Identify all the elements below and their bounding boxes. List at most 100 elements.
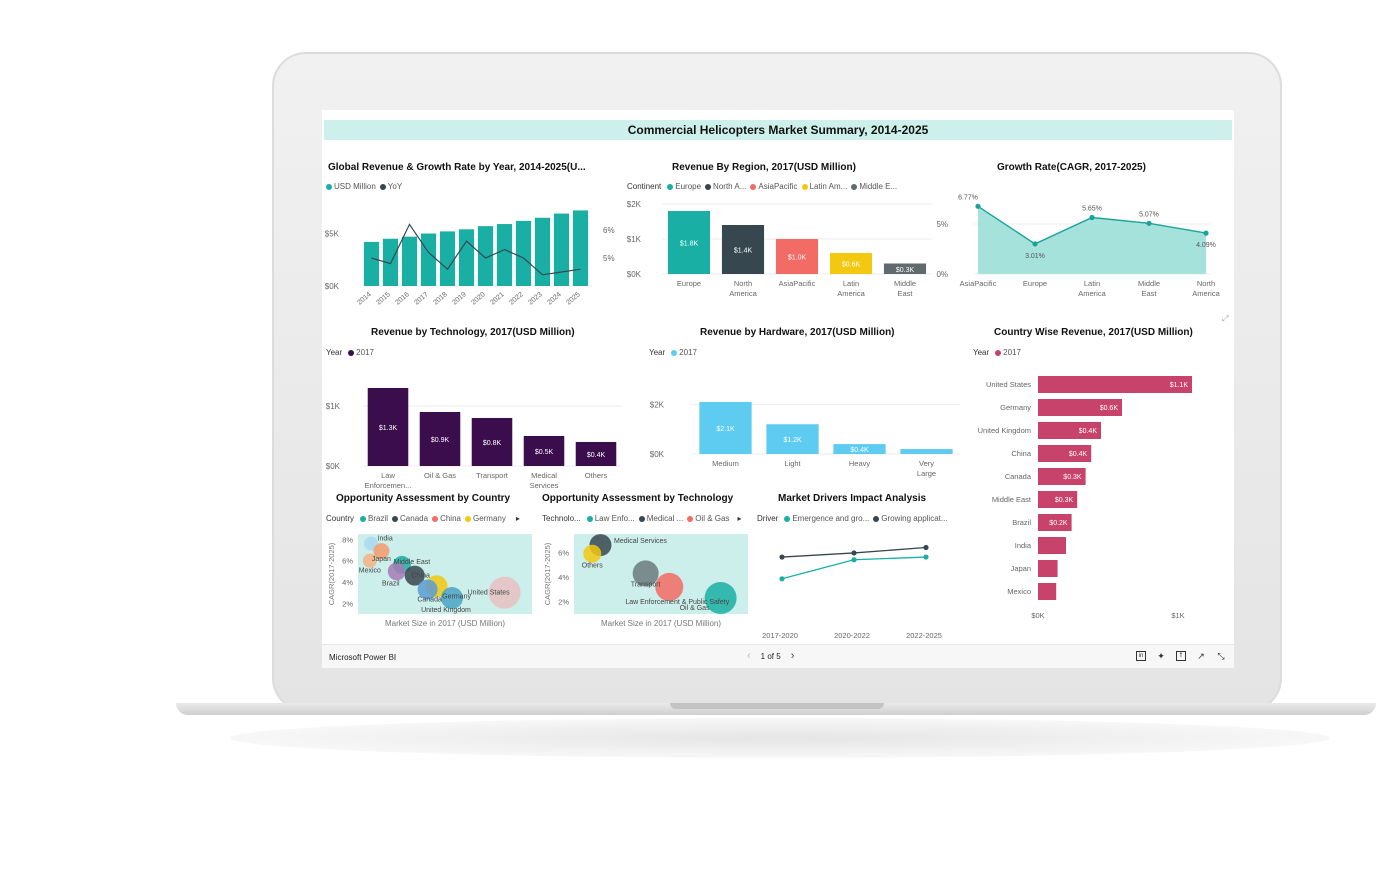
x-tick-label: 2020 xyxy=(470,291,487,306)
bar xyxy=(699,401,752,454)
report-title: Commercial Helicopters Market Summary, 2… xyxy=(324,120,1232,140)
legend-dot xyxy=(638,515,645,522)
y2-tick-label: 5% xyxy=(603,254,615,263)
legend-item[interactable]: Canada xyxy=(392,514,428,523)
legend-item[interactable]: Latin Am... xyxy=(801,182,847,191)
market-drivers-chart[interactable]: 2017-2020 2020-2022 2022-2025 xyxy=(752,528,962,640)
legend-item[interactable]: Emergence and gro... xyxy=(784,514,869,523)
data-label: $1.0K xyxy=(788,255,807,262)
legend-item[interactable]: 2017 xyxy=(348,348,374,357)
share-icon[interactable]: ↗ xyxy=(1197,651,1205,661)
legend-dot xyxy=(671,349,678,356)
x-tick-label: 2025 xyxy=(565,291,582,306)
legend-dot xyxy=(348,349,355,356)
legend-item[interactable]: Germany xyxy=(464,514,506,523)
growth-point xyxy=(1146,220,1152,226)
x-tick-label: America xyxy=(837,289,865,298)
linkedin-icon[interactable]: in xyxy=(1136,651,1146,661)
x-tick-label: 2018 xyxy=(432,291,449,306)
yoy-line xyxy=(371,223,581,276)
y-tick-label: Mexico xyxy=(1007,587,1031,596)
revenue-by-technology-legend: Year 2017 xyxy=(326,348,374,357)
bubble xyxy=(704,582,737,614)
market-drivers-legend: Driver Emergence and gro... Growing appl… xyxy=(757,514,948,523)
legend-item[interactable]: Law Enfo... xyxy=(586,514,635,523)
data-label: $0.4K xyxy=(587,452,606,459)
bubble xyxy=(417,579,438,600)
focus-mode-icon[interactable]: ⤢ xyxy=(1222,314,1229,323)
legend-dot xyxy=(750,183,757,190)
data-label: $1.4K xyxy=(734,248,753,255)
data-label: 5.07% xyxy=(1139,211,1159,218)
bubble-label: Canada xyxy=(417,596,442,603)
opportunity-technology-chart[interactable]: 2% 4% 6% CAGR(2017-2025) Market Size in 2017… xyxy=(542,528,752,628)
opportunity-country-chart[interactable]: 2% 4% 6% 8% CAGR(2017-2025) Market Size in 20… xyxy=(326,528,536,628)
legend-item[interactable]: USD Million xyxy=(326,182,376,191)
bubble-label: India xyxy=(378,536,393,543)
y-tick-label: United Kingdom xyxy=(978,426,1031,435)
x-tick-label: 2022-2025 xyxy=(906,631,942,640)
bar xyxy=(367,388,409,466)
legend-dot xyxy=(326,183,332,190)
data-label: $0.2K xyxy=(1049,520,1068,527)
revenue-bar xyxy=(363,241,380,286)
data-label: 3.01% xyxy=(1025,253,1045,260)
legend-label: Canada xyxy=(400,514,429,523)
legend-item[interactable]: Growing applicat... xyxy=(873,514,948,523)
legend-dot xyxy=(464,515,471,522)
legend-item[interactable]: Medical ... xyxy=(638,514,683,523)
facebook-icon[interactable]: f xyxy=(1176,651,1186,661)
revenue-by-hardware-chart[interactable]: $0K $2K $2.1K Medium $1.2K Light $0.4K Heavy Ver… xyxy=(642,360,962,478)
country-wise-revenue-chart[interactable]: United States $1.1K Germany $0.6K United Kin… xyxy=(962,372,1232,627)
legend-item[interactable]: YoY xyxy=(379,182,402,191)
legend-next-arrow[interactable]: ▸ xyxy=(515,514,520,523)
x-tick-label: Oil & Gas xyxy=(424,471,456,480)
legend-item[interactable]: 2017 xyxy=(671,348,697,357)
legend-item[interactable]: Oil & Gas xyxy=(687,514,729,523)
legend-item[interactable]: Middle E... xyxy=(851,182,897,191)
bubble xyxy=(632,560,659,587)
legend-item[interactable]: 2017 xyxy=(995,348,1021,357)
page-navigator: ‹ 1 of 5 › xyxy=(747,650,794,662)
revenue-bar xyxy=(515,220,532,286)
bar xyxy=(829,253,873,274)
twitter-icon[interactable]: ✦ xyxy=(1157,651,1165,661)
x-tick-label: Latin xyxy=(843,279,859,288)
growth-point xyxy=(975,203,981,209)
legend-dot xyxy=(586,515,593,522)
data-label: $0.3K xyxy=(896,267,915,274)
bar xyxy=(471,418,513,466)
share-toolbar: in ✦ f ↗ ⤡ xyxy=(1136,651,1226,661)
x-tick-label: America xyxy=(1192,289,1220,298)
legend-item[interactable]: China xyxy=(432,514,461,523)
bar xyxy=(1038,422,1101,439)
chevron-left-icon[interactable]: ‹ xyxy=(747,650,751,662)
revenue-by-region-title: Revenue By Region, 2017(USD Million) xyxy=(672,162,856,173)
x-tick-label: Europe xyxy=(1023,279,1047,288)
global-revenue-chart[interactable]: $0K$5K5%6%2014 2015 2016 2017 2018 2019 2020 20… xyxy=(322,194,622,307)
growth-rate-chart[interactable]: 0% 5% 6.77% AsiaPacific 3.01% Europe 5.65% Lati… xyxy=(930,184,1230,304)
powerbi-brand[interactable]: Microsoft Power BI xyxy=(329,653,397,662)
legend-label: Law Enfo... xyxy=(594,514,635,523)
bubble xyxy=(404,565,425,586)
chevron-right-icon[interactable]: › xyxy=(790,650,795,662)
legend-item[interactable]: Brazil xyxy=(360,514,388,523)
legend-label: Oil & Gas xyxy=(695,514,730,523)
laptop-notch xyxy=(670,703,884,709)
legend-item[interactable]: AsiaPacific xyxy=(750,182,798,191)
x-tick-label: AsiaPacific xyxy=(960,279,997,288)
legend-item[interactable]: North A... xyxy=(705,182,746,191)
legend-dot xyxy=(432,515,439,522)
bubble-label: United Kingdom xyxy=(421,607,471,614)
y-tick-label: 2% xyxy=(558,598,569,607)
x-tick-label: America xyxy=(1078,289,1106,298)
bar xyxy=(1038,445,1092,462)
legend-next-arrow[interactable]: ▸ xyxy=(737,514,742,523)
legend-dot xyxy=(687,515,694,522)
collapse-icon[interactable]: ⤡ xyxy=(1217,651,1225,661)
x-tick-label: 2024 xyxy=(546,291,563,306)
revenue-by-region-chart[interactable]: $0K$1K$2K$1.8KEurope$1.4KNorthAmerica$1.… xyxy=(622,194,932,304)
y-tick-label: China xyxy=(1011,449,1031,458)
legend-item[interactable]: Europe xyxy=(667,182,701,191)
